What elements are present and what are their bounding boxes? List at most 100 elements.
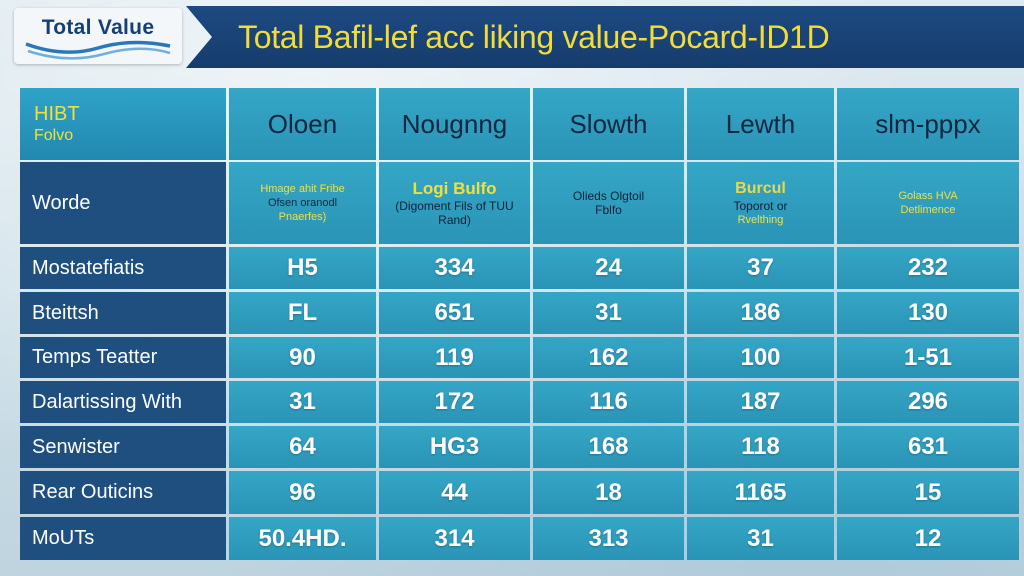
table-cell: 31 — [687, 517, 834, 560]
table-cell: 1165 — [687, 471, 834, 514]
table-cell-value: 1-51 — [903, 343, 953, 371]
table-cell: FL — [229, 292, 376, 334]
table-cell-value: 314 — [434, 524, 475, 552]
description-line: Detlimence — [900, 204, 956, 216]
table-cell: 96 — [229, 471, 376, 514]
table-cell: 334 — [379, 247, 530, 289]
table-cell-value: 187 — [740, 388, 781, 415]
description-line: Toporot or — [733, 199, 788, 213]
description-cell: Golass HVA Detlimence — [837, 162, 1019, 244]
logo: Total Value — [14, 8, 182, 64]
table-cell-value: 334 — [434, 254, 475, 281]
table-cell-value: 313 — [588, 524, 629, 552]
table-cell: 44 — [379, 471, 530, 514]
table-cell-value: 116 — [589, 388, 628, 415]
column-header-label: Lewth — [725, 108, 796, 139]
table-cell: 1-51 — [837, 337, 1019, 378]
table-cell-value: 37 — [747, 254, 774, 281]
row-label: Mostatefiatis — [20, 247, 226, 289]
column-header-label: Slowth — [569, 108, 648, 139]
table-cell-value: 12 — [914, 524, 942, 552]
table-cell: 18 — [533, 471, 684, 514]
table-cell-value: 15 — [914, 478, 942, 506]
table-cell: 116 — [533, 381, 684, 423]
table-cell: 313 — [533, 517, 684, 560]
row-label: Temps Teatter — [20, 337, 226, 378]
table-cell-value: 232 — [907, 254, 949, 281]
table-cell-value: 50.4HD. — [258, 524, 347, 552]
table-cell-value: 31 — [289, 388, 316, 415]
title-banner: Total Bafil-lef acc liking value-Pocard-… — [186, 6, 1024, 68]
table-cell-value: 100 — [740, 343, 781, 371]
row-label-text: Dalartissing With — [32, 390, 183, 413]
row-label-text: Rear Outicins — [32, 481, 154, 503]
table-cell: H5 — [229, 247, 376, 289]
wave-icon — [25, 40, 171, 60]
description-line: Burcul — [735, 180, 786, 197]
table-cell: 31 — [229, 381, 376, 423]
table-cell: 651 — [379, 292, 530, 334]
table-cell-value: 24 — [595, 254, 622, 281]
table-cell: HG3 — [379, 426, 530, 468]
row-label: Senwister — [20, 426, 226, 468]
table-cell-value: 1165 — [734, 478, 787, 506]
description-line: Fblfo — [595, 203, 622, 217]
description-line: Hmage ahit Fribe — [260, 183, 345, 195]
description-line: Pnaerfes) — [278, 211, 327, 223]
row-label: Bteittsh — [20, 292, 226, 334]
description-line: Olieds Olgtoil — [572, 189, 645, 203]
table-cell-value: 651 — [434, 299, 475, 326]
table-cell-value: H5 — [287, 254, 318, 281]
table-cell-value: 18 — [595, 478, 622, 506]
table-cell: 31 — [533, 292, 684, 334]
description-line: Ofsen oranodl — [267, 197, 338, 209]
table-cell-value: 186 — [740, 299, 781, 326]
table-cell: 50.4HD. — [229, 517, 376, 560]
table-cell: 186 — [687, 292, 834, 334]
description-line: (Digoment Fils of TUU — [395, 199, 514, 213]
corner-sublabel: Folvo — [34, 127, 74, 144]
table-cell: 232 — [837, 247, 1019, 289]
description-line: Rvelthing — [737, 214, 784, 226]
description-line: Logi Bulfo — [412, 179, 497, 198]
description-cell: Logi Bulfo (Digoment Fils of TUU Rand) — [379, 162, 530, 244]
table-cell: 118 — [687, 426, 834, 468]
table-cell: 12 — [837, 517, 1019, 560]
table-cell-value: 96 — [289, 478, 316, 506]
row-label: Rear Outicins — [20, 471, 226, 514]
column-header: Lewth — [687, 88, 834, 160]
table-cell: 631 — [837, 426, 1019, 468]
column-header: slm-pppx — [837, 88, 1019, 160]
table-cell-value: 296 — [907, 388, 949, 415]
table-cell: 168 — [533, 426, 684, 468]
description-line: Rand) — [438, 213, 471, 227]
table-cell-value: 31 — [747, 524, 774, 552]
table-cell: 37 — [687, 247, 834, 289]
description-cell: Olieds Olgtoil Fblfo — [533, 162, 684, 244]
column-header: Oloen — [229, 88, 376, 160]
description-line: Golass HVA — [898, 190, 958, 202]
table-cell-value: HG3 — [429, 433, 480, 460]
row-label: MoUTs — [20, 517, 226, 560]
table-cell: 24 — [533, 247, 684, 289]
row-label-text: Bteittsh — [32, 301, 99, 324]
column-header-label: slm-pppx — [875, 108, 981, 139]
table-cell-value: 631 — [907, 433, 949, 460]
table-cell-value: 31 — [595, 299, 622, 326]
logo-text: Total Value — [41, 16, 155, 39]
table-cell: 314 — [379, 517, 530, 560]
table-cell-value: 172 — [434, 388, 475, 415]
column-header: Nougnng — [379, 88, 530, 160]
table-cell: 296 — [837, 381, 1019, 423]
row-label: Worde — [20, 162, 226, 244]
row-label-text: MoUTs — [32, 527, 95, 549]
description-cell: Burcul Toporot or Rvelthing — [687, 162, 834, 244]
column-header-label: Nougnng — [401, 108, 508, 139]
page-title: Total Bafil-lef acc liking value-Pocard-… — [238, 19, 830, 55]
table-cell-value: 118 — [741, 433, 780, 460]
table-cell-value: 162 — [588, 343, 629, 371]
corner-label: HIBT — [34, 103, 80, 125]
column-header: Slowth — [533, 88, 684, 160]
table-cell: 15 — [837, 471, 1019, 514]
table-cell: 130 — [837, 292, 1019, 334]
